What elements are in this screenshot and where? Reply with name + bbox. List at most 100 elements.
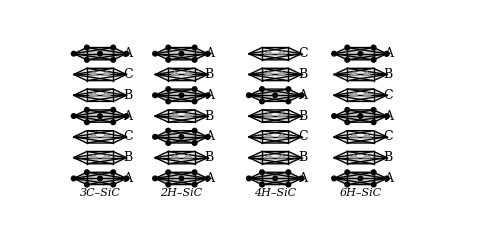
- Circle shape: [85, 170, 89, 174]
- Text: C: C: [123, 68, 133, 81]
- Circle shape: [345, 45, 349, 50]
- Circle shape: [332, 51, 337, 56]
- Polygon shape: [249, 110, 302, 122]
- Circle shape: [299, 93, 304, 98]
- Circle shape: [166, 182, 171, 187]
- Circle shape: [332, 176, 337, 181]
- Circle shape: [166, 141, 171, 145]
- Circle shape: [111, 45, 116, 50]
- Polygon shape: [89, 154, 98, 159]
- Polygon shape: [74, 68, 126, 81]
- Polygon shape: [277, 71, 286, 75]
- Circle shape: [153, 93, 157, 98]
- Text: B: B: [123, 89, 132, 102]
- Text: A: A: [384, 47, 393, 60]
- Circle shape: [345, 108, 349, 112]
- Circle shape: [153, 176, 157, 181]
- Polygon shape: [184, 113, 193, 117]
- Text: C: C: [384, 89, 393, 102]
- Polygon shape: [74, 89, 126, 101]
- Polygon shape: [362, 154, 372, 159]
- Circle shape: [124, 176, 129, 181]
- Polygon shape: [155, 89, 208, 101]
- Circle shape: [111, 108, 116, 112]
- Circle shape: [247, 176, 251, 181]
- Polygon shape: [74, 47, 126, 60]
- Polygon shape: [170, 154, 179, 159]
- Circle shape: [153, 51, 157, 56]
- Polygon shape: [155, 47, 208, 60]
- Polygon shape: [264, 133, 273, 138]
- Circle shape: [98, 114, 102, 118]
- Polygon shape: [89, 92, 98, 96]
- Polygon shape: [349, 133, 358, 138]
- Text: B: B: [384, 68, 393, 81]
- Circle shape: [192, 170, 197, 174]
- Text: 2H–SiC: 2H–SiC: [160, 188, 203, 198]
- Polygon shape: [249, 89, 302, 101]
- Circle shape: [260, 182, 264, 187]
- Circle shape: [206, 93, 210, 98]
- Circle shape: [124, 114, 129, 118]
- Polygon shape: [74, 151, 126, 164]
- Polygon shape: [362, 92, 372, 96]
- Polygon shape: [155, 172, 208, 185]
- Polygon shape: [184, 71, 193, 75]
- Circle shape: [273, 176, 278, 181]
- Text: A: A: [123, 110, 132, 122]
- Circle shape: [85, 120, 89, 125]
- Circle shape: [71, 51, 76, 56]
- Circle shape: [179, 93, 184, 98]
- Text: A: A: [384, 110, 393, 122]
- Circle shape: [345, 120, 349, 125]
- Circle shape: [384, 51, 389, 56]
- Circle shape: [192, 99, 197, 104]
- Circle shape: [179, 135, 184, 139]
- Circle shape: [206, 51, 210, 56]
- Polygon shape: [155, 151, 208, 164]
- Circle shape: [247, 93, 251, 98]
- Circle shape: [166, 99, 171, 104]
- Circle shape: [371, 182, 376, 187]
- Circle shape: [71, 114, 76, 118]
- Polygon shape: [349, 92, 358, 96]
- Polygon shape: [155, 131, 208, 143]
- Circle shape: [166, 45, 171, 50]
- Text: A: A: [205, 172, 214, 185]
- Text: A: A: [123, 172, 132, 185]
- Polygon shape: [264, 154, 273, 159]
- Polygon shape: [349, 154, 358, 159]
- Text: B: B: [205, 110, 214, 122]
- Polygon shape: [102, 133, 111, 138]
- Polygon shape: [249, 68, 302, 81]
- Circle shape: [166, 170, 171, 174]
- Circle shape: [371, 45, 376, 50]
- Polygon shape: [334, 47, 387, 60]
- Polygon shape: [102, 92, 111, 96]
- Circle shape: [260, 170, 264, 174]
- Text: B: B: [298, 110, 308, 122]
- Polygon shape: [249, 131, 302, 143]
- Circle shape: [98, 51, 102, 56]
- Circle shape: [85, 45, 89, 50]
- Text: B: B: [298, 68, 308, 81]
- Polygon shape: [89, 71, 98, 75]
- Polygon shape: [249, 47, 302, 60]
- Polygon shape: [170, 113, 179, 117]
- Polygon shape: [89, 133, 98, 138]
- Circle shape: [358, 114, 363, 118]
- Text: A: A: [205, 47, 214, 60]
- Text: B: B: [298, 151, 308, 164]
- Circle shape: [286, 182, 291, 187]
- Text: C: C: [298, 47, 308, 60]
- Text: 3C–SiC: 3C–SiC: [80, 188, 120, 198]
- Polygon shape: [264, 50, 273, 54]
- Circle shape: [371, 108, 376, 112]
- Polygon shape: [102, 71, 111, 75]
- Circle shape: [273, 93, 278, 98]
- Text: A: A: [384, 172, 393, 185]
- Circle shape: [71, 176, 76, 181]
- Circle shape: [192, 58, 197, 62]
- Polygon shape: [264, 71, 273, 75]
- Circle shape: [111, 120, 116, 125]
